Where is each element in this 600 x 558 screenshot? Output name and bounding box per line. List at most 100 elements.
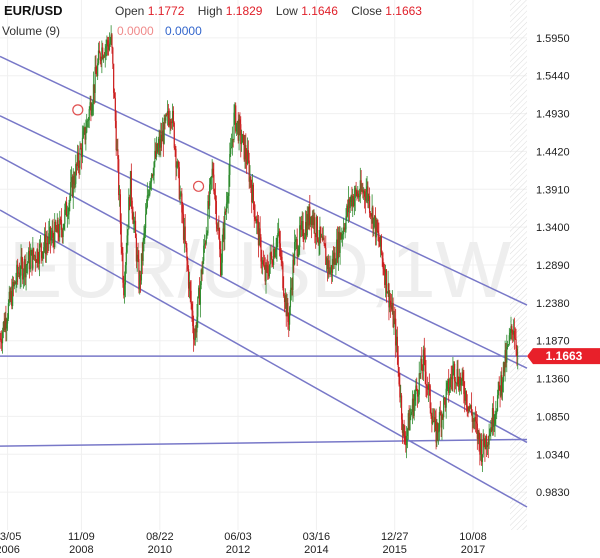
candle-body bbox=[124, 265, 127, 285]
candle-body bbox=[65, 202, 67, 210]
candle-body bbox=[82, 131, 84, 138]
candle-body bbox=[232, 138, 234, 140]
candle-body bbox=[229, 153, 231, 175]
x-tick-year: 2006 bbox=[0, 544, 20, 556]
candle-body bbox=[214, 191, 216, 196]
candle-body bbox=[226, 201, 228, 204]
candle-body bbox=[48, 233, 50, 244]
candle-body bbox=[291, 287, 293, 291]
candle-body bbox=[193, 339, 196, 341]
candle-body bbox=[246, 150, 249, 165]
candle-body bbox=[269, 252, 271, 265]
candle-body bbox=[333, 252, 335, 265]
candle-body bbox=[183, 226, 185, 240]
candle-body bbox=[209, 178, 212, 185]
candle-body bbox=[155, 143, 158, 158]
candle-body bbox=[326, 258, 329, 270]
candle-body bbox=[107, 40, 109, 46]
candle-body bbox=[150, 181, 152, 184]
candle-body bbox=[494, 414, 496, 424]
candle-body bbox=[182, 212, 184, 215]
candle-body bbox=[448, 379, 450, 393]
candle-body bbox=[130, 171, 132, 201]
candle-body bbox=[22, 273, 25, 280]
candle-body bbox=[459, 376, 461, 391]
candle-body bbox=[419, 373, 421, 375]
y-tick-label: 1.2380 bbox=[536, 298, 570, 310]
candle-body bbox=[60, 220, 63, 230]
candle-body bbox=[455, 382, 457, 384]
candle-body bbox=[268, 264, 270, 277]
candle-body bbox=[240, 124, 242, 145]
x-tick-year: 2015 bbox=[382, 544, 406, 556]
candle-body bbox=[288, 322, 290, 325]
candle-body bbox=[143, 233, 145, 241]
candle-body bbox=[51, 230, 53, 237]
candle-body bbox=[129, 171, 132, 207]
candle-body bbox=[102, 56, 105, 59]
candle-body bbox=[435, 420, 437, 443]
candle-body bbox=[237, 121, 239, 141]
candle-body bbox=[261, 261, 263, 265]
candle-body bbox=[512, 330, 515, 335]
candle-body bbox=[442, 414, 444, 418]
candle-body bbox=[356, 191, 358, 197]
candle-body bbox=[86, 120, 89, 122]
candle-body bbox=[421, 358, 423, 371]
candle-body bbox=[25, 265, 27, 278]
candle-body bbox=[196, 316, 198, 333]
candle-body bbox=[278, 231, 280, 234]
candle-body bbox=[63, 223, 65, 230]
candle-body bbox=[67, 214, 69, 216]
candle-body bbox=[62, 229, 64, 237]
trend-line bbox=[0, 209, 528, 508]
candle-body bbox=[38, 243, 41, 264]
candle-body bbox=[78, 165, 80, 168]
candle-body bbox=[246, 158, 248, 165]
candle-body bbox=[400, 395, 402, 398]
candle-body bbox=[324, 243, 326, 248]
candle-body bbox=[303, 238, 305, 240]
candle-body bbox=[49, 227, 51, 234]
candle-body bbox=[483, 434, 485, 446]
candle-body bbox=[337, 231, 340, 259]
candle-body bbox=[100, 60, 102, 61]
candle-body bbox=[329, 271, 331, 274]
candle-body bbox=[480, 439, 482, 455]
candle-body bbox=[141, 253, 143, 261]
volume-label: Volume (9) bbox=[2, 24, 61, 38]
candle-body bbox=[466, 405, 468, 408]
candle-body bbox=[209, 184, 211, 206]
candle-body bbox=[283, 287, 285, 297]
candle-body bbox=[491, 408, 494, 431]
candle-body bbox=[416, 385, 418, 390]
marker-circle bbox=[192, 180, 205, 192]
candle-body bbox=[439, 412, 441, 415]
candle-body bbox=[153, 162, 155, 176]
candle-body bbox=[125, 252, 127, 266]
candle-body bbox=[97, 50, 100, 64]
candle-body bbox=[345, 216, 347, 230]
candle-body bbox=[236, 121, 239, 123]
candle-body bbox=[252, 184, 254, 202]
candle-body bbox=[461, 372, 463, 379]
candle-body bbox=[449, 377, 451, 388]
candle-body bbox=[310, 216, 312, 225]
candle-body bbox=[331, 265, 333, 273]
candle-body bbox=[402, 424, 404, 433]
candle-body bbox=[513, 330, 515, 339]
candle-body bbox=[428, 384, 430, 386]
candle-body bbox=[223, 228, 225, 240]
candle-body bbox=[342, 234, 344, 235]
candle-body bbox=[452, 369, 454, 380]
candle-body bbox=[257, 219, 259, 222]
candle-body bbox=[212, 168, 214, 175]
candle-body bbox=[321, 236, 324, 241]
candle-body bbox=[365, 191, 367, 201]
future-hatch bbox=[510, 0, 527, 530]
candle-body bbox=[8, 291, 10, 304]
y-tick-label: 1.4420 bbox=[536, 146, 570, 158]
candle-body bbox=[271, 255, 273, 264]
